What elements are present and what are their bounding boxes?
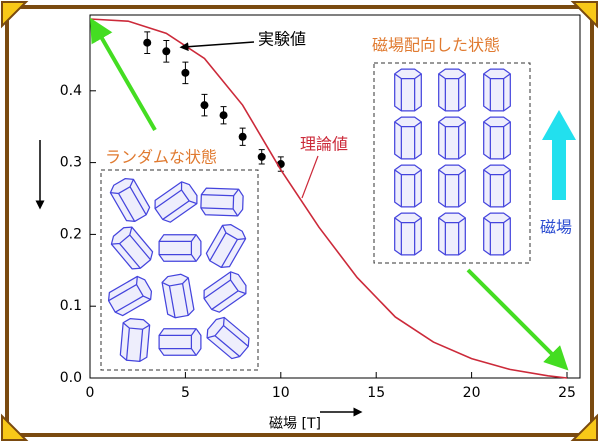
- leader: [179, 41, 255, 52]
- crystal: [394, 68, 422, 112]
- random-box: [100, 169, 259, 371]
- crystal: [483, 116, 511, 160]
- crystal: [119, 317, 151, 363]
- axes-frame: [89, 14, 581, 379]
- data-point: [200, 101, 209, 110]
- green-arrow: [466, 268, 569, 371]
- crystal: [200, 187, 244, 217]
- y-tick-label: 0.2: [60, 226, 82, 242]
- crystal: [438, 212, 466, 256]
- y-tick-label: 0.1: [60, 298, 82, 314]
- crystal: [394, 212, 422, 256]
- annotation: 磁場: [540, 218, 572, 237]
- aligned-box: [373, 62, 531, 264]
- y-tick-label: 0.3: [60, 155, 82, 171]
- data-point: [219, 111, 228, 120]
- crystal: [158, 328, 202, 356]
- annotation: 磁場配向した状態: [372, 36, 500, 55]
- crystal: [483, 164, 511, 208]
- data-point: [257, 152, 266, 161]
- data-point: [162, 47, 171, 56]
- crystal: [394, 116, 422, 160]
- leader: [301, 155, 319, 199]
- crystal: [483, 212, 511, 256]
- x-axis-label: 磁場 [T]: [269, 416, 321, 432]
- crystal: [438, 164, 466, 208]
- plot-area: 0.0 0.1 0.2 0.3 0.4 0 5 10 15 20 25: [60, 14, 581, 401]
- x-tick-label: 25: [558, 385, 576, 401]
- field-arrow: [542, 110, 576, 200]
- crystal: [483, 68, 511, 112]
- x-tick-label: 20: [463, 385, 481, 401]
- green-arrow: [89, 17, 157, 132]
- x-tick-label: 10: [272, 385, 290, 401]
- x-tick-label: 0: [86, 385, 95, 401]
- y-tick-label: 0.4: [60, 83, 82, 99]
- data-point: [238, 132, 247, 141]
- theory-line: [89, 18, 568, 379]
- crystal: [438, 116, 466, 160]
- y-tick-label: 0.0: [60, 370, 82, 386]
- series-label: 実験値: [258, 30, 306, 49]
- annotation: ランダムな状態: [105, 148, 217, 167]
- data-point: [181, 68, 190, 77]
- series-label: 理論値: [300, 135, 348, 154]
- crystal: [394, 164, 422, 208]
- x-tick-label: 15: [367, 385, 385, 401]
- frame: [5, 5, 594, 437]
- x-tick-label: 5: [181, 385, 190, 401]
- crystal: [438, 68, 466, 112]
- data-point: [143, 38, 152, 47]
- crystal: [158, 234, 202, 262]
